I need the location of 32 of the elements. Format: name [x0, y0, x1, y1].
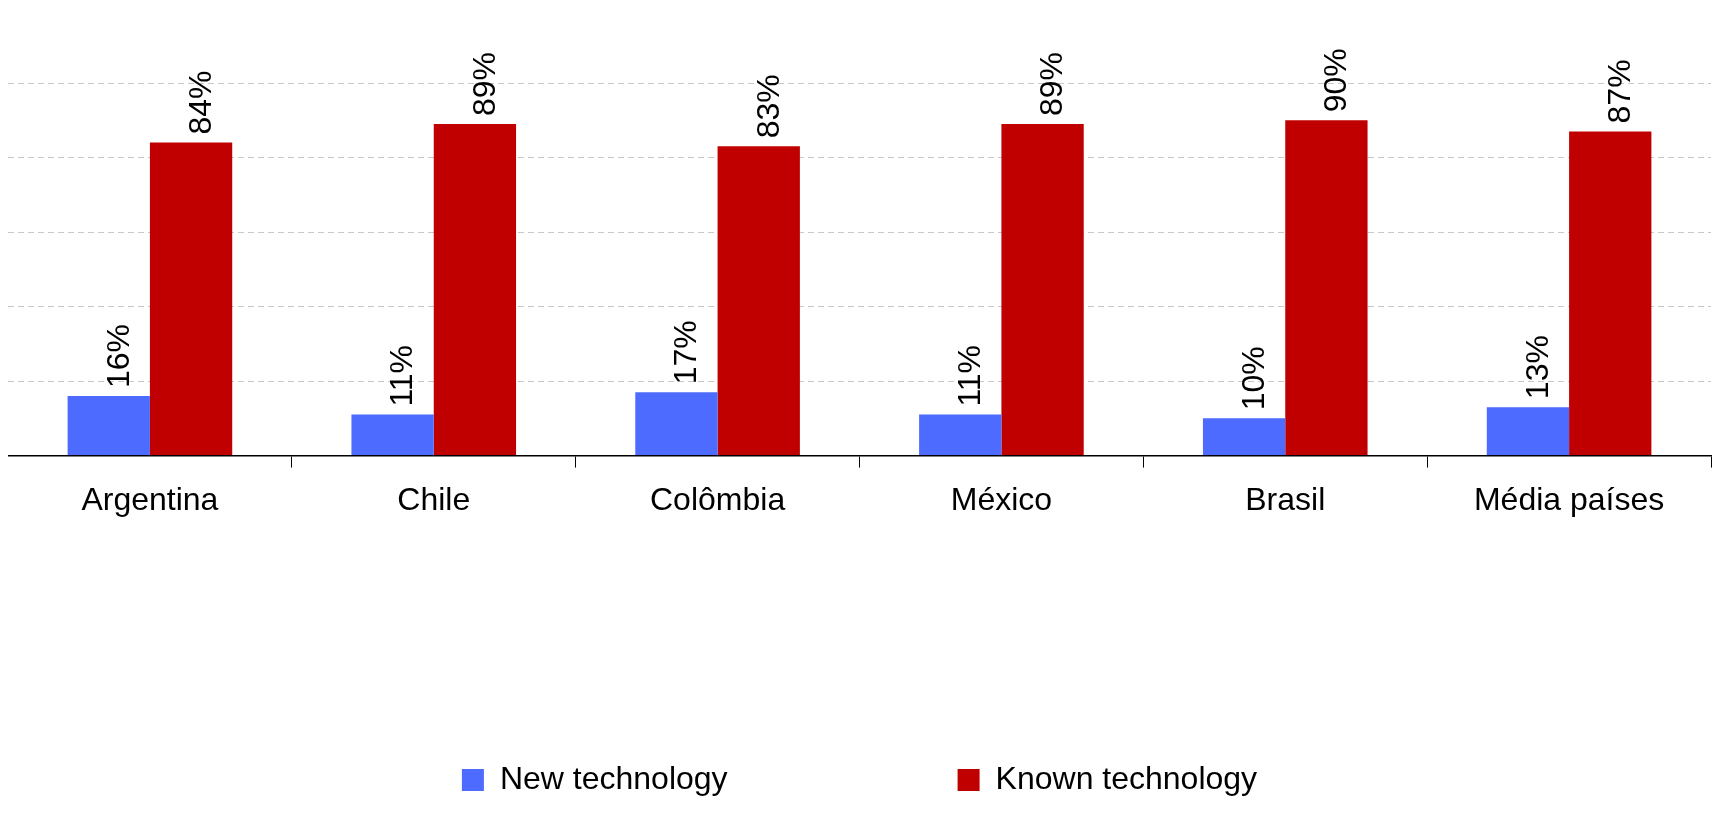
- bar: [919, 414, 1002, 456]
- data-label: 89%: [1033, 51, 1070, 116]
- data-label: 11%: [383, 344, 420, 407]
- x-tick-label: Argentina: [81, 480, 219, 517]
- x-tick-label: Média países: [1473, 480, 1665, 517]
- data-label: 84%: [181, 70, 218, 135]
- bar: [1202, 418, 1286, 456]
- x-tick-label: Colômbia: [650, 480, 786, 517]
- legend-label: Known technology: [995, 759, 1258, 796]
- data-label: 13%: [1518, 335, 1555, 400]
- bar: [1285, 120, 1368, 456]
- x-tick-label: Brasil: [1245, 480, 1326, 517]
- data-label: 89%: [465, 51, 502, 116]
- bar: [149, 142, 233, 456]
- data-label: 87%: [1601, 59, 1638, 124]
- bar: [1001, 123, 1084, 456]
- bar: [1486, 407, 1570, 456]
- data-label: 83%: [749, 74, 786, 139]
- x-tick-label: México: [950, 480, 1053, 517]
- bar: [717, 146, 800, 456]
- data-label: 16%: [99, 323, 136, 388]
- bar: [67, 395, 150, 456]
- x-tick-label: Chile: [397, 480, 471, 517]
- data-label: 10%: [1234, 346, 1271, 411]
- bar: [351, 414, 434, 456]
- data-label: 90%: [1317, 48, 1354, 113]
- bar: [1569, 131, 1652, 456]
- data-label: 17%: [667, 320, 704, 385]
- legend-label: New technology: [499, 759, 728, 796]
- bar: [635, 392, 718, 456]
- data-label: 11%: [951, 344, 988, 407]
- bar: [433, 123, 517, 456]
